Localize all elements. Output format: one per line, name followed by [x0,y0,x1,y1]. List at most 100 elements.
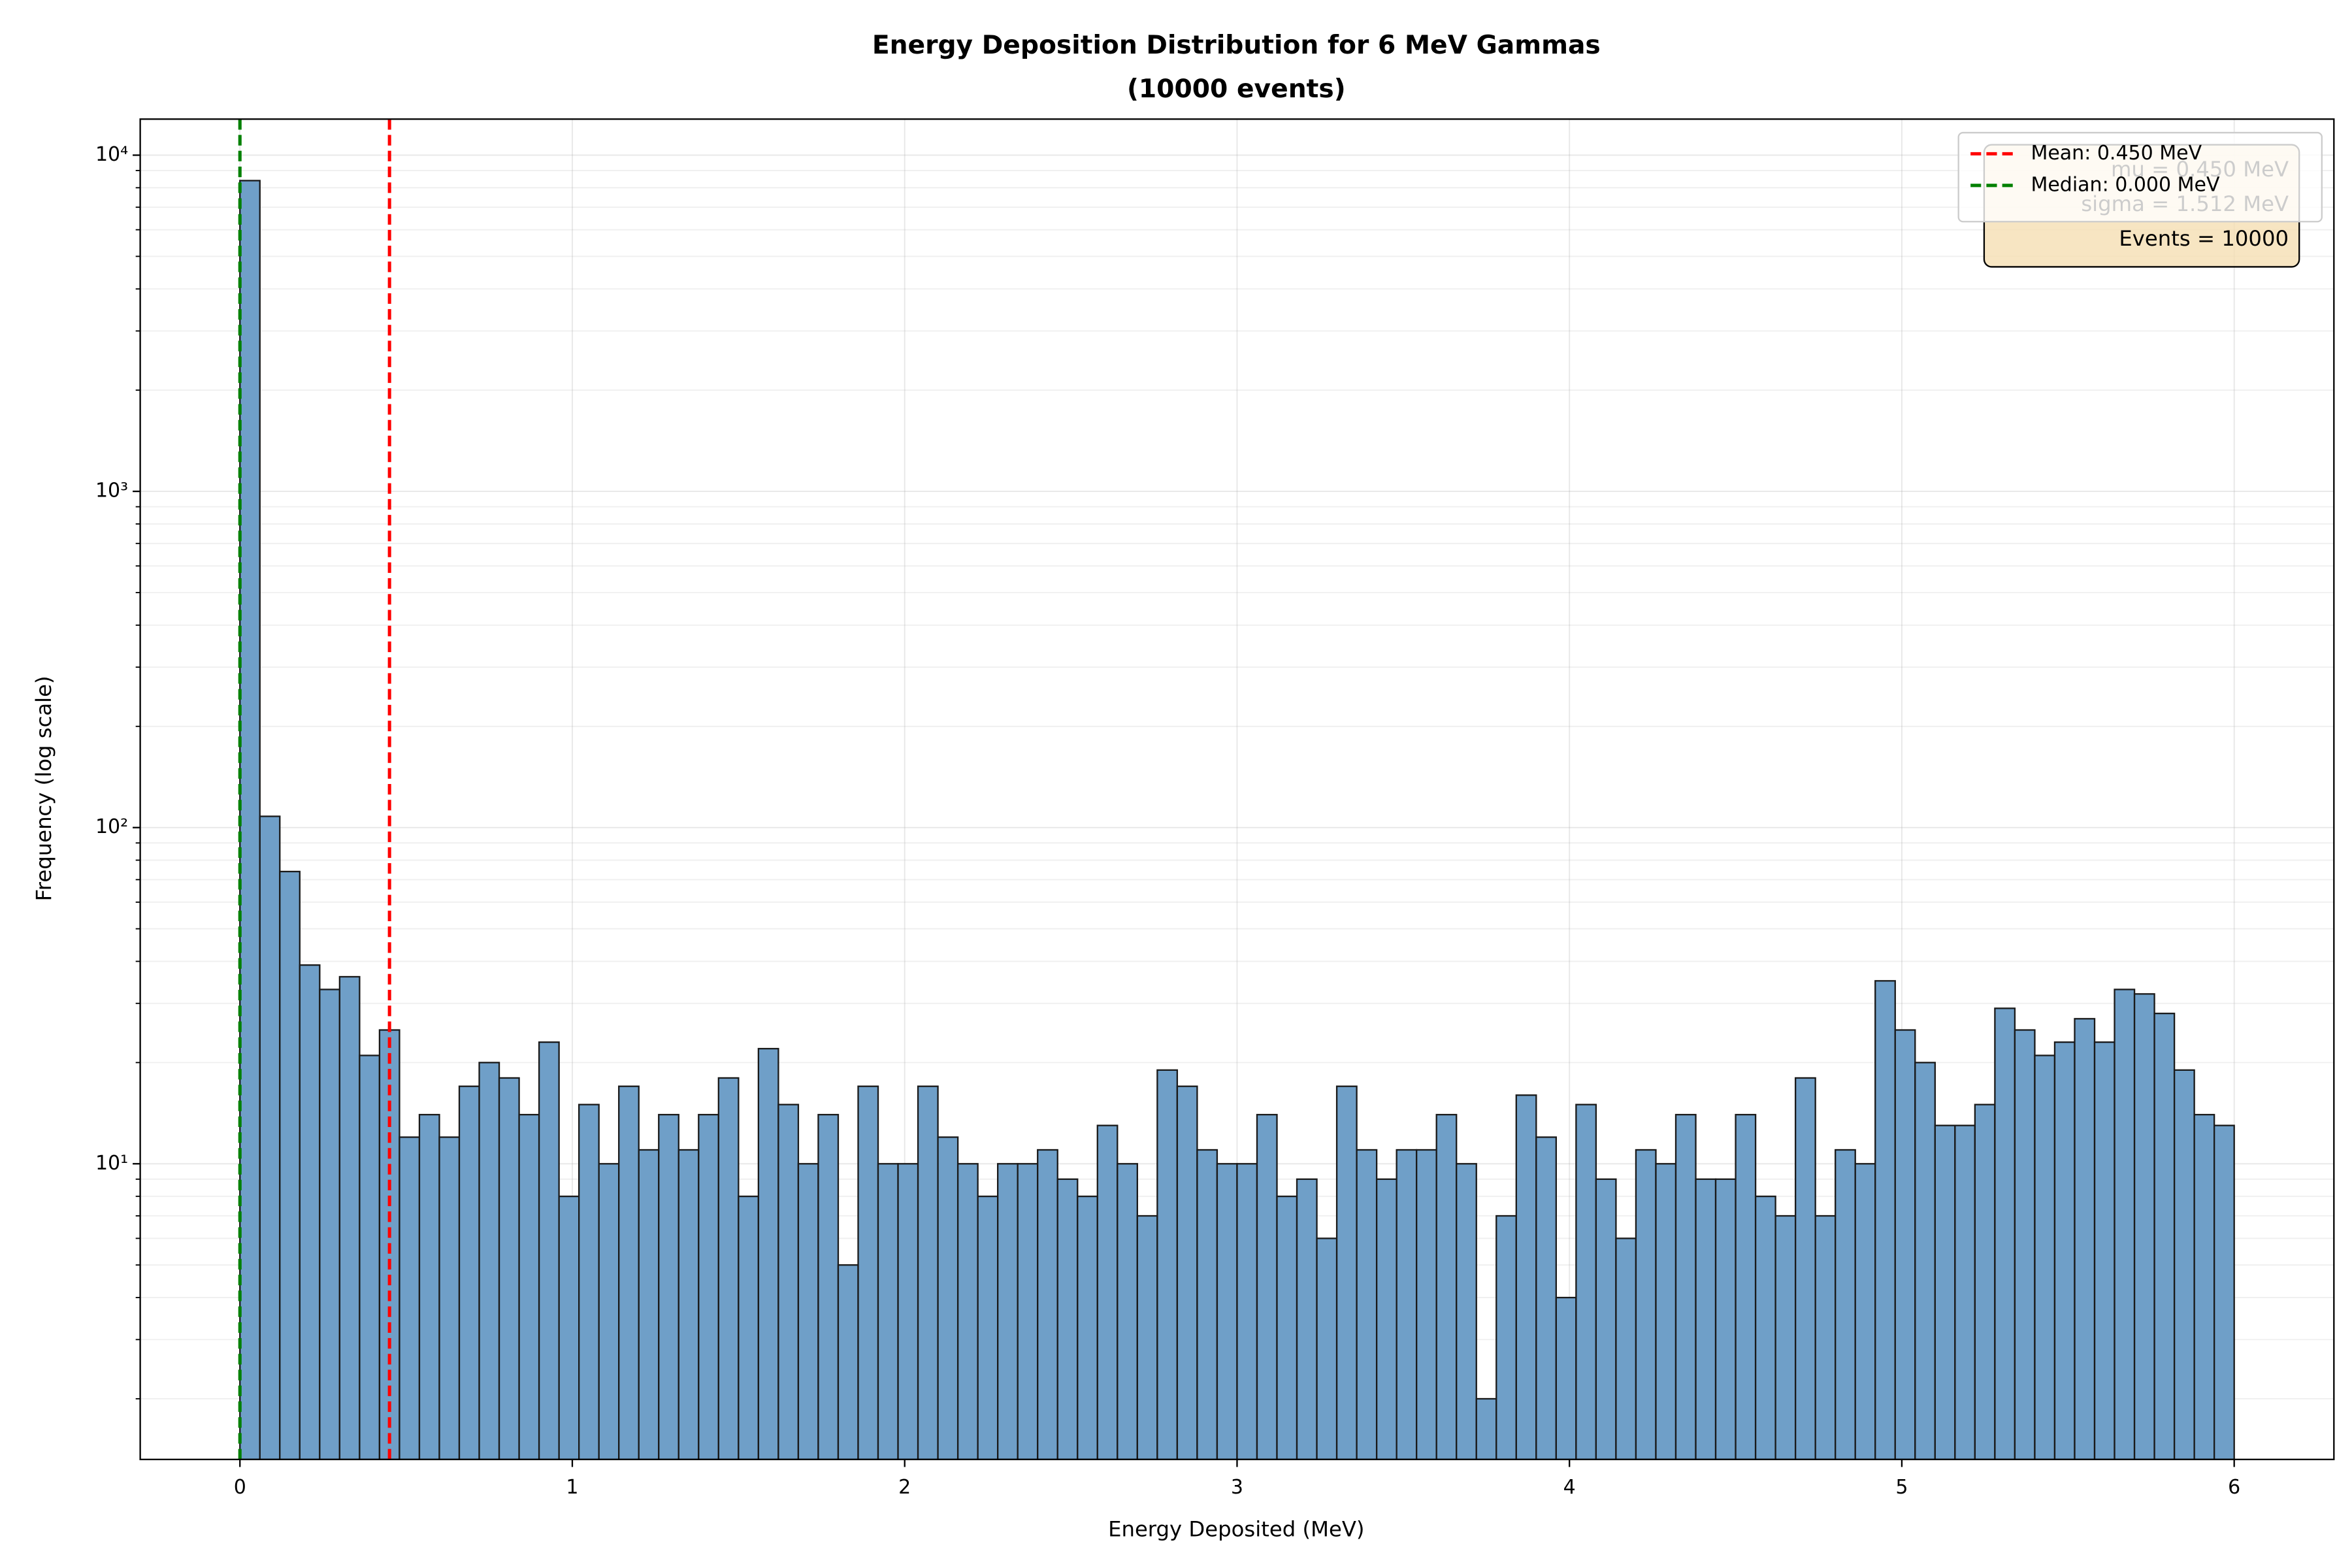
bar [1256,1113,1278,1460]
bar [698,1113,719,1460]
bar [2153,1013,2176,1460]
bar [1276,1196,1298,1460]
bar [658,1113,679,1460]
bar [1037,1149,1058,1460]
annotation-text: Events = 10000 [2119,226,2289,251]
bar [2053,1041,2076,1461]
x-tick-label: 4 [1563,1476,1576,1499]
bar [2173,1069,2195,1460]
legend-label: Mean: 0.450 MeV [2031,142,2202,165]
bar [638,1149,660,1460]
bar [1515,1094,1537,1461]
bar [1994,1007,2016,1460]
bar [1814,1215,1837,1461]
bar [1196,1149,1218,1460]
bar [1954,1124,1976,1461]
bar [2014,1029,2036,1461]
bar [757,1047,779,1460]
bar [797,1163,819,1460]
y-tick-label: 10⁴ [95,143,128,166]
bar [1435,1113,1458,1460]
bar [1695,1178,1717,1461]
bar [1674,1113,1697,1460]
x-tick-label: 3 [1231,1476,1243,1499]
x-tick-label: 6 [2228,1476,2240,1499]
bar [538,1041,560,1461]
bar [259,815,281,1461]
bar [399,1136,421,1461]
bar [1117,1163,1138,1460]
bar [618,1085,640,1461]
x-tick-label: 5 [1895,1476,1908,1499]
bar [1056,1178,1079,1461]
bar [1835,1149,1856,1460]
bar [777,1103,800,1460]
bar [917,1085,939,1461]
chart-title: Energy Deposition Distribution for 6 MeV… [872,31,1601,60]
bar [1754,1196,1776,1460]
bar [1535,1136,1558,1461]
bar [1316,1237,1338,1460]
bar [1475,1397,1497,1461]
bar [1017,1163,1039,1460]
bar [837,1264,859,1461]
bar [1655,1163,1677,1460]
bar [1456,1163,1477,1460]
bar [1595,1178,1617,1461]
y-axis-label: Frequency (log scale) [31,676,56,901]
bar [1356,1149,1378,1460]
bar [598,1163,620,1460]
bar [1156,1069,1179,1460]
bar [1375,1178,1397,1461]
bar [1714,1178,1737,1461]
bar [1635,1149,1657,1460]
bar [2114,988,2136,1461]
bar [717,1077,740,1460]
bar [1077,1196,1098,1460]
bar [937,1136,959,1461]
bar [498,1077,520,1460]
y-tick-label: 10¹ [95,1152,128,1175]
y-tick-label: 10³ [95,480,128,502]
bar [299,964,321,1460]
chart-subtitle: (10000 events) [1127,74,1346,104]
x-tick-label: 1 [566,1476,578,1499]
x-tick-label: 2 [898,1476,911,1499]
bar [1335,1085,1358,1461]
bar [977,1196,999,1460]
bar [1794,1077,1816,1460]
bar [1096,1124,1119,1461]
bar [239,180,261,1461]
bar [2213,1124,2235,1461]
bar [1575,1103,1597,1460]
bar [1894,1029,1916,1461]
bar [1774,1215,1797,1461]
bar [738,1196,760,1460]
bar [558,1196,580,1460]
bar [338,975,361,1460]
bar [1216,1163,1238,1460]
bar [1934,1124,1956,1461]
legend-label: Median: 0.000 MeV [2031,173,2220,196]
bar [1396,1149,1418,1460]
bar [997,1163,1019,1460]
bar [817,1113,840,1460]
bar [1296,1178,1318,1461]
legend-box [1957,131,2323,223]
bar [956,1163,979,1460]
x-tick-label: 0 [234,1476,246,1499]
bar [897,1163,919,1460]
bar [1416,1149,1437,1460]
bar [319,988,341,1461]
bar [1735,1113,1757,1460]
bar [578,1103,600,1460]
bar [2093,1041,2115,1461]
x-axis-label: Energy Deposited (MeV) [1108,1516,1364,1541]
bar [678,1149,700,1460]
bar [1495,1215,1517,1461]
bar [2133,993,2155,1461]
bar [1974,1103,1996,1460]
bar [1176,1085,1198,1461]
bar [1854,1163,1876,1460]
bar [1236,1163,1258,1460]
